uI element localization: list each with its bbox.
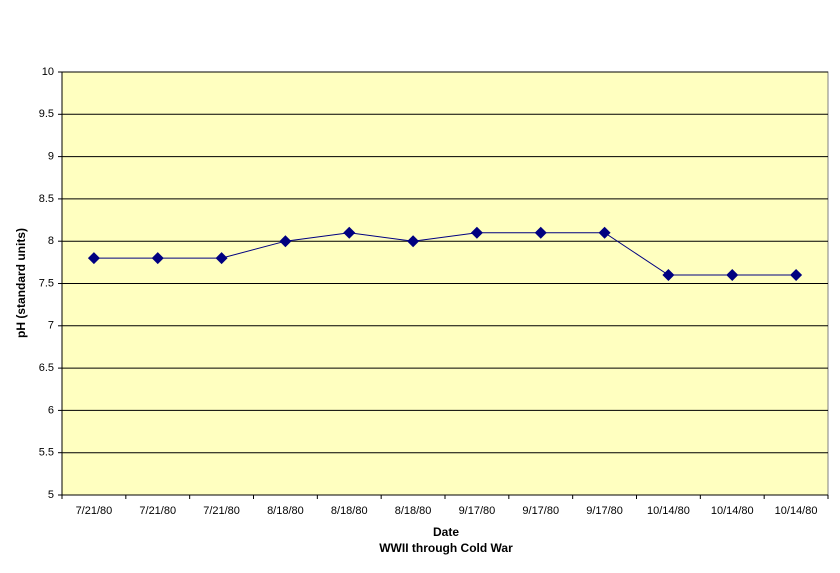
y-tick-label: 7 xyxy=(48,320,54,332)
x-tick-label: 10/14/80 xyxy=(647,505,690,517)
y-tick-label: 9 xyxy=(48,151,54,163)
x-tick-label: 9/17/80 xyxy=(459,505,496,517)
data-point xyxy=(534,226,547,239)
x-tick-label: 10/14/80 xyxy=(775,505,818,517)
data-point xyxy=(662,269,675,282)
data-point xyxy=(726,269,739,282)
x-tick-label: 8/18/80 xyxy=(395,505,432,517)
data-point xyxy=(407,235,420,248)
data-point xyxy=(598,226,611,239)
data-point xyxy=(343,226,356,239)
x-tick-label: 7/21/80 xyxy=(139,505,176,517)
x-axis-subtitle: WWII through Cold War xyxy=(379,541,513,555)
y-tick-label: 8.5 xyxy=(39,193,54,205)
x-tick-label: 9/17/80 xyxy=(522,505,559,517)
y-tick-label: 8 xyxy=(48,235,54,247)
data-point xyxy=(87,252,100,265)
x-tick-label: 10/14/80 xyxy=(711,505,754,517)
y-tick-label: 5 xyxy=(48,489,54,501)
x-tick-label: 8/18/80 xyxy=(267,505,304,517)
y-tick-label: 5.5 xyxy=(39,447,54,459)
y-tick-label: 6.5 xyxy=(39,362,54,374)
data-point xyxy=(790,269,803,282)
x-tick-label: 9/17/80 xyxy=(586,505,623,517)
data-point xyxy=(151,252,164,265)
y-tick-label: 6 xyxy=(48,404,54,416)
y-tick-label: 9.5 xyxy=(39,108,54,120)
y-tick-label: 10 xyxy=(42,66,54,78)
data-point xyxy=(215,252,228,265)
data-point xyxy=(470,226,483,239)
x-tick-label: 7/21/80 xyxy=(203,505,240,517)
data-line xyxy=(93,232,797,276)
data-point xyxy=(279,235,292,248)
y-tick-label: 7.5 xyxy=(39,277,54,289)
x-tick-label: 8/18/80 xyxy=(331,505,368,517)
x-axis-title: Date xyxy=(433,525,459,539)
x-tick-label: 7/21/80 xyxy=(76,505,113,517)
y-axis-title: pH (standard units) xyxy=(14,228,28,338)
